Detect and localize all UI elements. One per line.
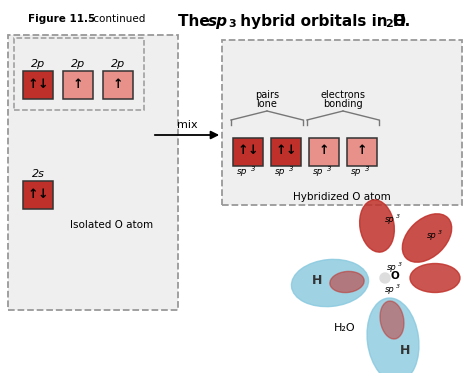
Text: sp: sp [387, 263, 397, 273]
Text: The: The [178, 14, 215, 29]
Text: bonding: bonding [323, 99, 363, 109]
Text: Isolated O atom: Isolated O atom [70, 220, 153, 230]
Text: 3: 3 [228, 19, 236, 29]
Text: H: H [400, 344, 410, 357]
Text: ↓: ↓ [248, 144, 258, 157]
Ellipse shape [402, 214, 452, 262]
Text: H₂O: H₂O [334, 323, 356, 333]
Text: sp: sp [350, 167, 361, 176]
Text: lone: lone [256, 99, 277, 109]
Text: 3: 3 [396, 214, 400, 219]
Text: 3: 3 [438, 231, 442, 235]
Ellipse shape [367, 298, 419, 373]
Text: 3: 3 [365, 166, 370, 172]
Text: ↓: ↓ [38, 78, 48, 91]
Text: ↑: ↑ [357, 144, 367, 157]
Text: sp: sp [274, 167, 285, 176]
Text: Hybridized O atom: Hybridized O atom [293, 192, 391, 202]
FancyBboxPatch shape [23, 71, 53, 99]
Text: sp: sp [208, 14, 228, 29]
FancyBboxPatch shape [23, 181, 53, 209]
Text: ↑: ↑ [28, 78, 38, 91]
Text: sp: sp [312, 167, 323, 176]
Text: 3: 3 [396, 285, 400, 289]
Ellipse shape [330, 272, 364, 292]
Circle shape [380, 273, 390, 283]
Text: 3: 3 [327, 166, 331, 172]
Text: ↑: ↑ [276, 144, 286, 157]
Ellipse shape [292, 259, 369, 307]
FancyBboxPatch shape [347, 138, 377, 166]
Text: ↑: ↑ [73, 78, 83, 91]
Ellipse shape [380, 301, 404, 339]
Text: 2p: 2p [111, 59, 125, 69]
Text: ↑: ↑ [28, 188, 38, 201]
Text: 2p: 2p [71, 59, 85, 69]
FancyBboxPatch shape [233, 138, 263, 166]
Text: electrons: electrons [320, 90, 365, 100]
Text: mix: mix [177, 120, 197, 130]
Text: ↑: ↑ [238, 144, 248, 157]
Text: hybrid orbitals in H: hybrid orbitals in H [235, 14, 406, 29]
FancyBboxPatch shape [63, 71, 93, 99]
Text: ↑: ↑ [319, 144, 329, 157]
Text: sp: sp [237, 167, 247, 176]
FancyBboxPatch shape [271, 138, 301, 166]
Text: sp: sp [427, 232, 437, 241]
Text: ↑: ↑ [113, 78, 123, 91]
Text: ↓: ↓ [38, 188, 48, 201]
Text: 3: 3 [289, 166, 293, 172]
Text: 2p: 2p [31, 59, 45, 69]
Text: O: O [391, 271, 400, 281]
Text: sp: sp [385, 216, 395, 225]
FancyBboxPatch shape [8, 35, 178, 310]
Text: Figure 11.5: Figure 11.5 [28, 14, 95, 24]
Text: 3: 3 [398, 263, 402, 267]
Text: ↓: ↓ [286, 144, 296, 157]
Text: continued: continued [90, 14, 146, 24]
Text: 3: 3 [251, 166, 255, 172]
Ellipse shape [410, 263, 460, 292]
Text: sp: sp [385, 285, 395, 295]
Text: pairs: pairs [255, 90, 279, 100]
Text: H: H [312, 273, 322, 286]
Text: 2: 2 [385, 19, 393, 29]
Text: O.: O. [392, 14, 410, 29]
FancyBboxPatch shape [103, 71, 133, 99]
Ellipse shape [360, 200, 394, 252]
FancyBboxPatch shape [309, 138, 339, 166]
Text: 2s: 2s [32, 169, 45, 179]
FancyBboxPatch shape [222, 40, 462, 205]
